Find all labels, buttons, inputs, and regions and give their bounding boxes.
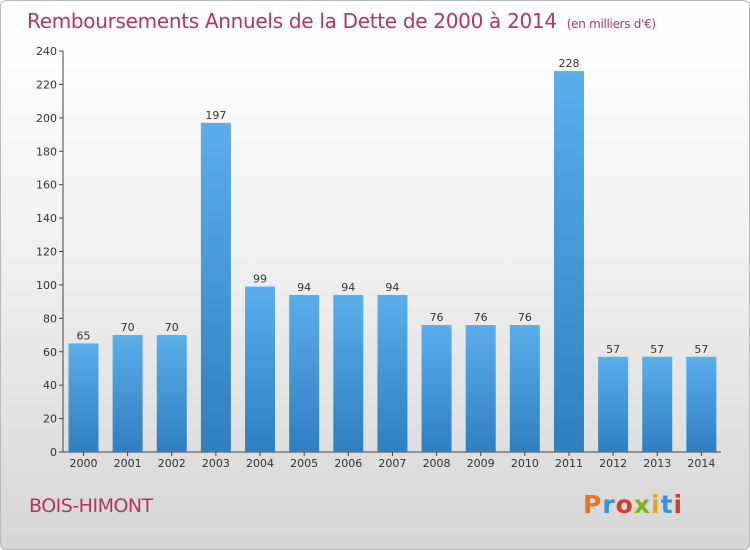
bar-2004: [245, 286, 276, 452]
y-tick-label: 60: [43, 346, 57, 359]
data-label-2003: 197: [205, 109, 226, 122]
bar-2002: [156, 335, 187, 452]
chart-title: Remboursements Annuels de la Dette de 20…: [27, 9, 656, 33]
bar-2003: [200, 122, 231, 453]
y-tick-label: 240: [36, 45, 57, 58]
bar-2014: [686, 356, 717, 452]
logo-letter: i: [673, 490, 684, 519]
logo-letter: t: [660, 490, 674, 519]
logo-letter: o: [615, 490, 634, 519]
data-label-2008: 76: [430, 311, 444, 324]
data-label-2014: 57: [694, 343, 708, 356]
bar-2009: [465, 325, 496, 452]
data-label-2007: 94: [385, 281, 399, 294]
y-tick-label: 160: [36, 179, 57, 192]
data-label-2000: 65: [77, 329, 91, 342]
y-tick-label: 120: [36, 246, 57, 259]
x-tick-label-2001: 2001: [114, 457, 142, 470]
x-tick-label-2009: 2009: [467, 457, 495, 470]
data-label-2013: 57: [650, 343, 664, 356]
bar-2011: [553, 71, 584, 453]
chart-title-text: Remboursements Annuels de la Dette de 20…: [27, 9, 557, 33]
x-tick-label-2008: 2008: [423, 457, 451, 470]
x-tick-label-2002: 2002: [158, 457, 186, 470]
data-label-2006: 94: [341, 281, 355, 294]
bar-2013: [642, 356, 673, 452]
data-label-2004: 99: [253, 273, 267, 286]
bar-2008: [421, 325, 452, 452]
y-tick-label: 200: [36, 112, 57, 125]
x-tick-label-2004: 2004: [246, 457, 274, 470]
data-label-2010: 76: [518, 311, 532, 324]
x-tick-label-2005: 2005: [290, 457, 318, 470]
bar-2001: [112, 335, 143, 452]
proxiti-logo: Proxiti: [583, 490, 683, 519]
data-label-2005: 94: [297, 281, 311, 294]
data-label-2012: 57: [606, 343, 620, 356]
logo-letter: r: [602, 490, 616, 519]
bar-2005: [289, 294, 320, 452]
data-label-2001: 70: [121, 321, 135, 334]
x-tick-label-2006: 2006: [334, 457, 362, 470]
data-label-2011: 228: [558, 57, 579, 70]
logo-letter: i: [651, 490, 661, 519]
bars: [68, 71, 717, 453]
x-tick-label-2014: 2014: [687, 457, 715, 470]
chart-subtitle: (en milliers d'€): [566, 17, 656, 31]
bar-2006: [333, 294, 364, 452]
bar-2000: [68, 343, 99, 452]
data-label-2002: 70: [165, 321, 179, 334]
commune-name: BOIS-HIMONT: [29, 495, 153, 517]
x-tick-label-2012: 2012: [599, 457, 627, 470]
y-tick-label: 40: [43, 379, 57, 392]
x-tick-label-2000: 2000: [70, 457, 98, 470]
bar-2007: [377, 294, 408, 452]
x-tick-label-2003: 2003: [202, 457, 230, 470]
logo-letter: P: [583, 490, 603, 519]
x-tick-label-2013: 2013: [643, 457, 671, 470]
data-labels: 65 70 70 197 99 94 94 94 76 76 76 228 57 57 57: [77, 57, 709, 356]
x-tick-label-2011: 2011: [555, 457, 583, 470]
bar-2010: [509, 325, 540, 452]
y-tick-label: 180: [36, 145, 57, 158]
x-tick-label-2010: 2010: [511, 457, 539, 470]
y-tick-label: 140: [36, 212, 57, 225]
y-tick-label: 20: [43, 413, 57, 426]
bar-2012: [598, 356, 629, 452]
logo-letter: x: [633, 490, 651, 519]
data-label-2009: 76: [474, 311, 488, 324]
x-tick-label-2007: 2007: [378, 457, 406, 470]
y-tick-label: 220: [36, 78, 57, 91]
y-tick-label: 80: [43, 312, 57, 325]
axes: 0 20 40 60 80 100 120 140 160 180 200 220 240 2000 200…: [36, 45, 721, 470]
y-tick-label: 100: [36, 279, 57, 292]
y-tick-label: 0: [50, 446, 57, 459]
